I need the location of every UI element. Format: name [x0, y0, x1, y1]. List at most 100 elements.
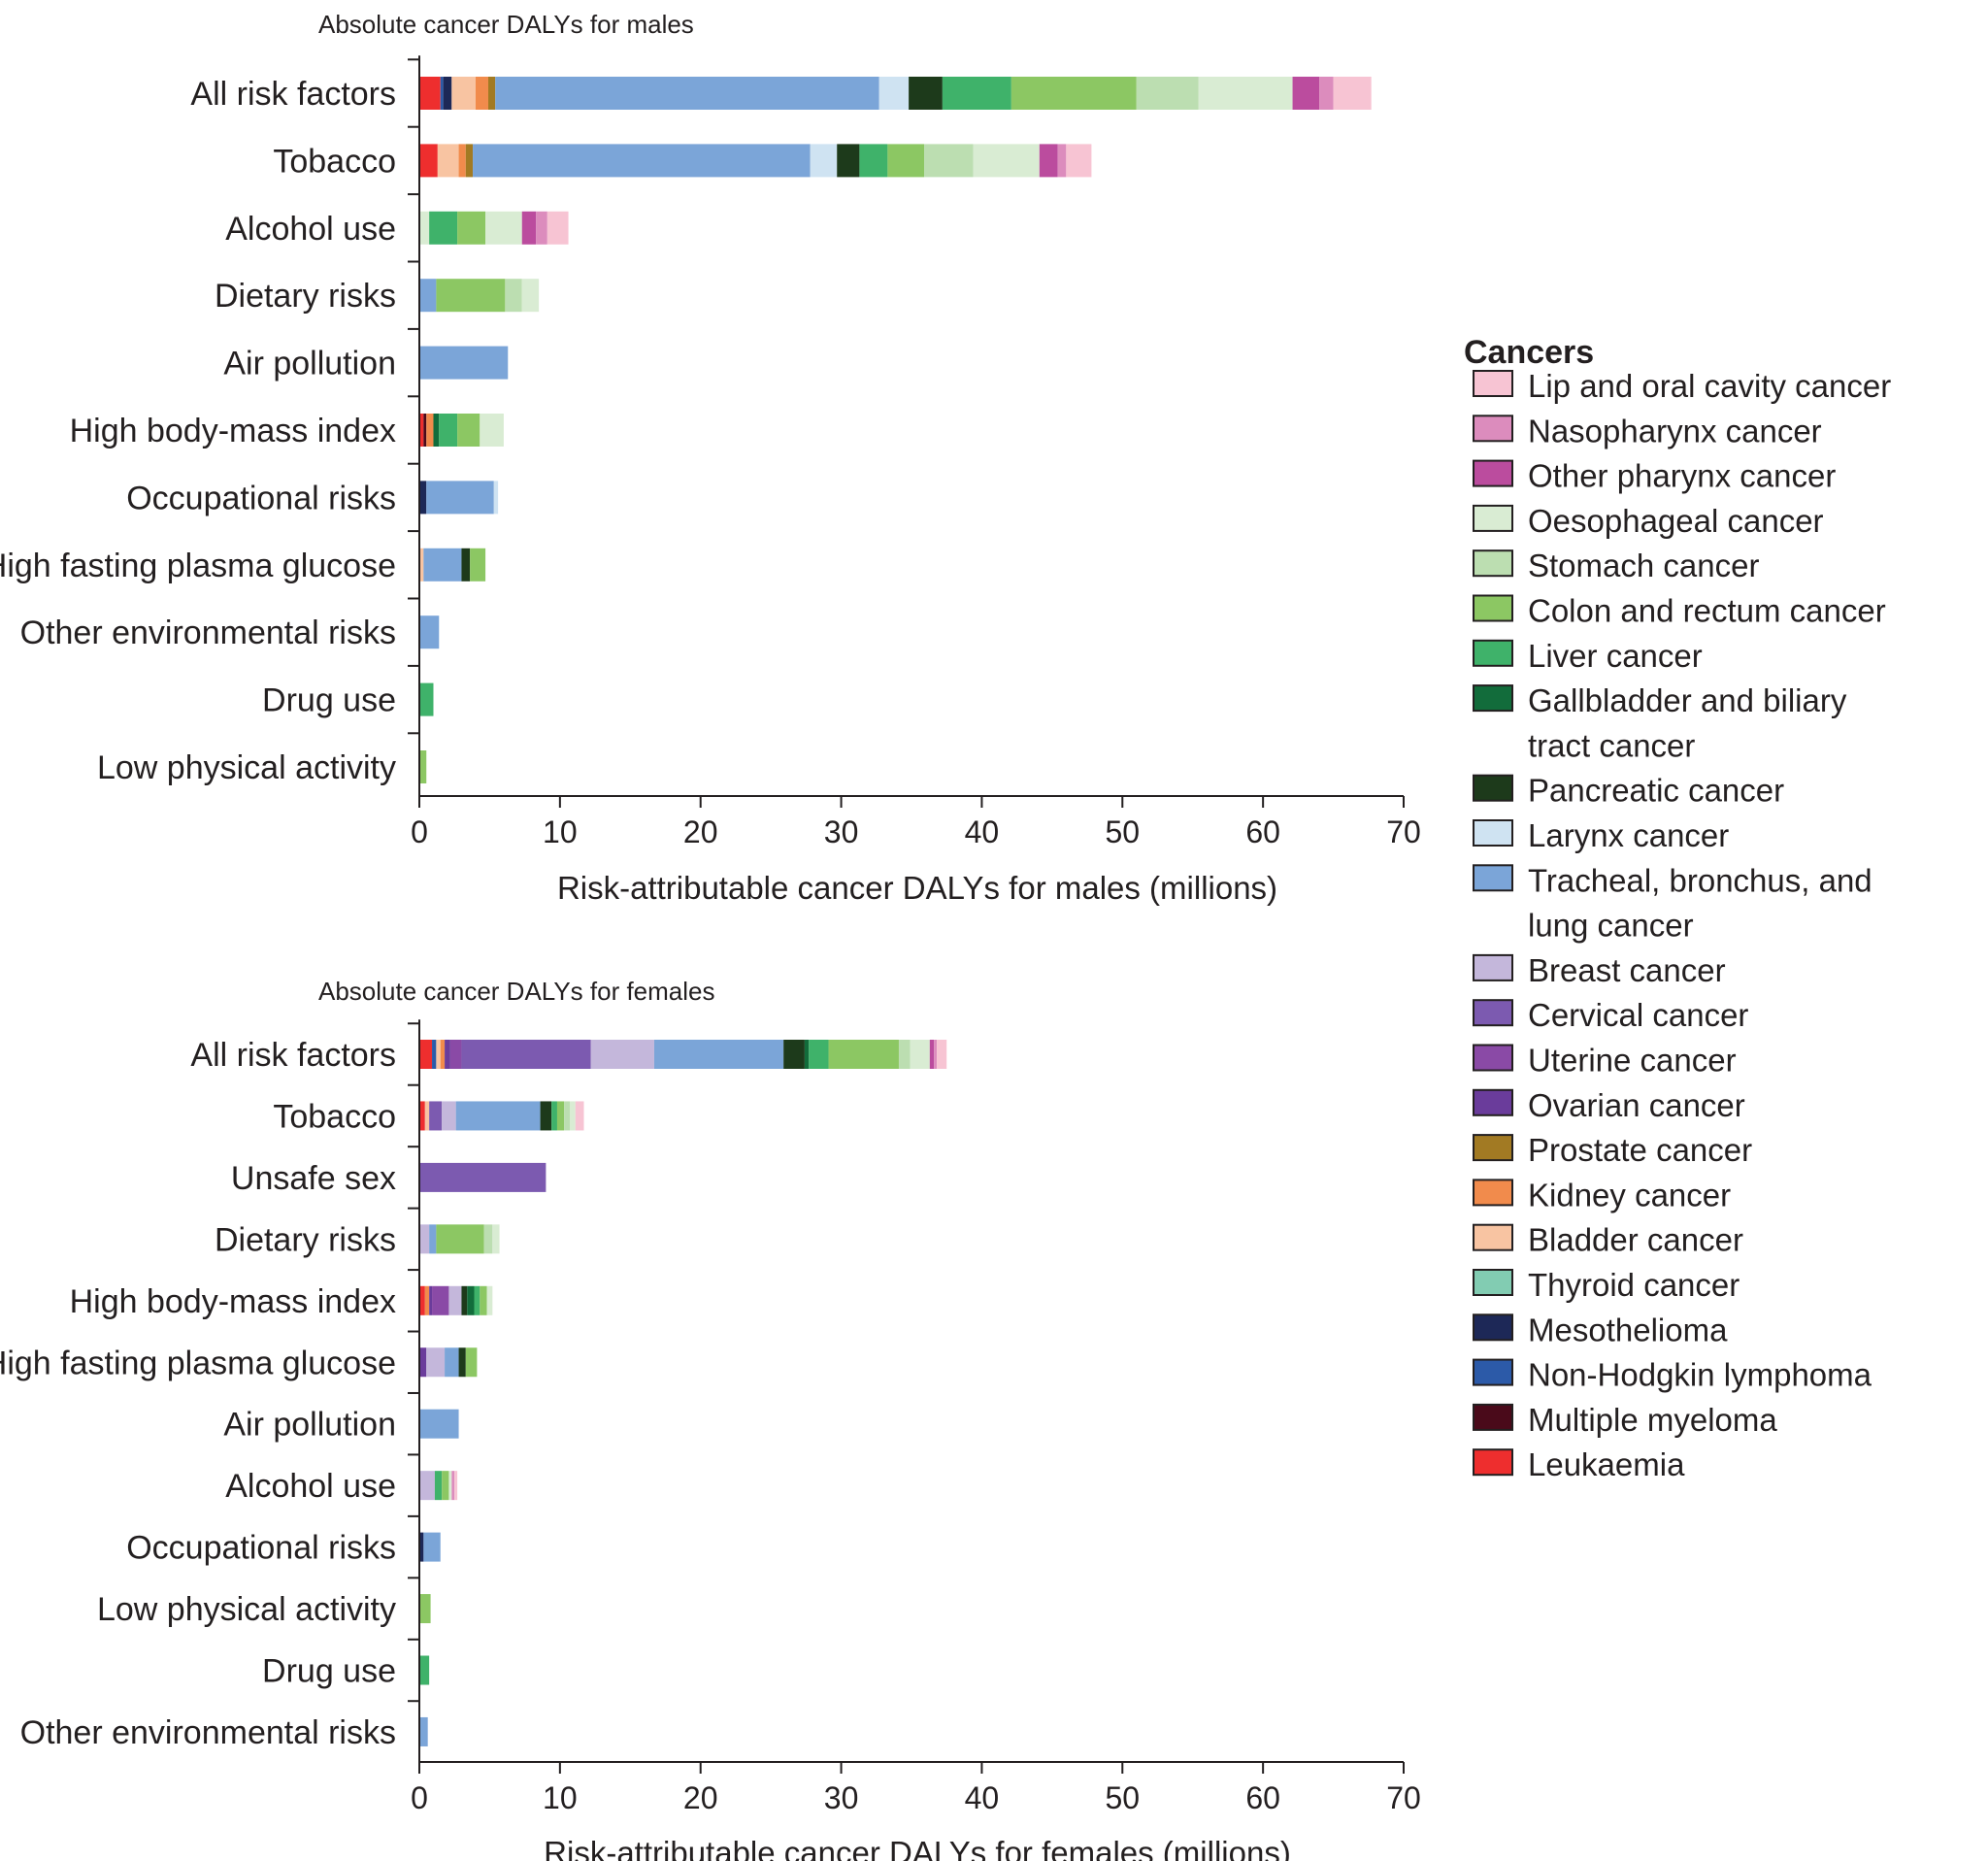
females-bar-segment-tobacco-cervical [429, 1101, 443, 1131]
males-bar-segment-alcohol-use-colon [457, 211, 486, 245]
females-category-label-high-body-mass-index: High body-mass index [70, 1283, 396, 1320]
legend-label-pharynx: Other pharynx cancer [1528, 458, 1836, 494]
legend-swatch-bladder [1473, 1223, 1513, 1251]
females-bar-segment-high-body-mass-index-breast [448, 1285, 462, 1315]
males-bar-segment-all-risk-factors-prostate [487, 77, 496, 110]
males-bar-segment-alcohol-use-oeso [485, 211, 522, 245]
females-x-tick-label: 10 [543, 1780, 578, 1815]
legend-swatch-colon [1473, 594, 1513, 622]
females-bar-segment-dietary-risks-lung [429, 1224, 437, 1254]
males-category-label-low-physical-activity: Low physical activity [97, 749, 396, 786]
females-bar-segment-high-body-mass-index-uterine [432, 1285, 449, 1315]
legend-swatch-thyroid [1473, 1269, 1513, 1296]
males-x-tick-label: 50 [1105, 814, 1140, 849]
males-x-tick-label: 10 [543, 814, 578, 849]
females-bar-segment-all-risk-factors-pharynx [929, 1040, 935, 1069]
females-bar-segment-other-environmental-risks-lung [419, 1716, 428, 1746]
males-bar-segment-all-risk-factors-pancreas [909, 77, 943, 110]
females-bar-segment-all-risk-factors-ovarian [445, 1040, 450, 1069]
legend-label-thyroid: Thyroid cancer [1528, 1267, 1740, 1303]
legend-swatch-naso [1473, 415, 1513, 443]
legend-label-nhl: Non-Hodgkin lymphoma [1528, 1357, 1872, 1393]
cancer-legend: Cancers Lip and oral cavity cancer Nasoph… [1464, 334, 1891, 1482]
females-bar-segment-all-risk-factors-uterine [449, 1040, 462, 1069]
males-bar-segment-all-risk-factors-pharynx [1292, 77, 1320, 110]
legend-swatch-nhl [1473, 1358, 1513, 1386]
legend-swatch-pharynx [1473, 459, 1513, 487]
legend-swatch-gall [1473, 684, 1513, 713]
females-x-axis-title: Risk-attributable cancer DALYs for femal… [544, 1835, 1291, 1861]
males-bar-group [419, 77, 1372, 783]
females-bar-segment-high-body-mass-index-pancreas [461, 1285, 468, 1315]
females-bar-segment-all-risk-factors-leuk [419, 1040, 433, 1069]
females-bar-segment-alcohol-use-colon [442, 1471, 449, 1501]
females-bar-segment-tobacco-colon [556, 1101, 565, 1131]
legend-swatch-lung [1473, 864, 1513, 892]
females-x-tick-label: 60 [1245, 1780, 1280, 1815]
legend-label-meso: Mesothelioma [1528, 1312, 1728, 1347]
females-bar-segment-dietary-risks-breast [419, 1224, 430, 1254]
females-bar-segment-tobacco-pancreas [540, 1101, 552, 1131]
males-bar-segment-tobacco-colon [887, 144, 925, 178]
females-bar-segment-air-pollution-lung [419, 1409, 459, 1439]
legend-swatch-breast [1473, 953, 1513, 981]
legend-label-gall: tract cancer [1528, 727, 1695, 763]
males-bar-segment-high-fasting-plasma-glucose-pancreas [461, 548, 471, 582]
males-bar-segment-high-body-mass-index-leuk [419, 414, 424, 447]
legend-label-uterine: Uterine cancer [1528, 1043, 1737, 1079]
males-bar-segment-occupational-risks-larynx [493, 481, 499, 515]
legend-label-ovarian: Ovarian cancer [1528, 1087, 1745, 1123]
females-x-tick-label: 50 [1105, 1780, 1140, 1815]
legend-swatch-cervical [1473, 999, 1513, 1027]
females-bar-segment-high-body-mass-index-kidney [424, 1285, 430, 1315]
males-bar-segment-dietary-risks-oeso [521, 279, 540, 313]
females-bar-segment-low-physical-activity-colon [419, 1594, 431, 1624]
males-bar-segment-tobacco-liver [859, 144, 888, 178]
males-bar-segment-all-risk-factors-kidney [475, 77, 488, 110]
females-bar-segment-all-risk-factors-stomach [898, 1040, 911, 1069]
females-x-tick-label: 70 [1386, 1780, 1421, 1815]
females-bar-segment-high-body-mass-index-liver [474, 1285, 480, 1315]
males-bar-segment-high-body-mass-index-kidney [426, 414, 434, 447]
legend-swatch-uterine [1473, 1044, 1513, 1072]
females-axes: 0 10 20 30 40 50 60 70 All risk factors Tobacco Un… [0, 1019, 1421, 1815]
males-bar-segment-dietary-risks-stomach [505, 279, 522, 313]
legend-swatch-leuk [1473, 1448, 1513, 1477]
males-bar-segment-all-risk-factors-liver [942, 77, 1011, 110]
males-x-tick-label: 60 [1245, 814, 1280, 849]
females-category-label-air-pollution: Air pollution [223, 1407, 396, 1444]
legend-title: Cancers [1464, 334, 1594, 371]
females-bar-segment-high-fasting-plasma-glucose-ovarian [419, 1347, 427, 1378]
females-category-label-low-physical-activity: Low physical activity [97, 1591, 396, 1628]
females-bar-segment-tobacco-liver [551, 1101, 557, 1131]
females-bar-segment-all-risk-factors-oeso [910, 1040, 930, 1069]
males-bar-segment-tobacco-kidney [458, 144, 466, 178]
males-bar-segment-alcohol-use-oeso [419, 211, 430, 245]
males-bar-segment-high-fasting-plasma-glucose-lung [423, 548, 462, 582]
legend-label-naso: Nasopharynx cancer [1528, 413, 1822, 449]
legend-label-myeloma: Multiple myeloma [1528, 1402, 1777, 1438]
males-category-label-occupational-risks: Occupational risks [126, 480, 396, 516]
legend-label-gall: Gallbladder and biliary [1528, 682, 1847, 718]
males-x-tick-label: 20 [683, 814, 718, 849]
females-bar-segment-dietary-risks-oeso [492, 1224, 500, 1254]
males-bar-segment-alcohol-use-naso [536, 211, 547, 245]
females-x-tick-label: 30 [824, 1780, 859, 1815]
females-bar-segment-tobacco-stomach [564, 1101, 570, 1131]
males-bar-segment-all-risk-factors-leuk [419, 77, 441, 110]
females-x-tick-label: 40 [965, 1780, 1000, 1815]
females-bar-segment-all-risk-factors-gall [804, 1040, 810, 1069]
males-x-axis-title: Risk-attributable cancer DALYs for males… [557, 870, 1277, 906]
females-category-label-all-risk-factors: All risk factors [190, 1037, 396, 1074]
females-category-label-tobacco: Tobacco [273, 1098, 396, 1135]
legend-label-lung: lung cancer [1528, 908, 1694, 944]
males-bar-segment-occupational-risks-lung [426, 481, 494, 515]
females-chart-title: Absolute cancer DALYs for females [318, 977, 714, 1006]
legend-swatch-stomach [1473, 549, 1513, 578]
males-bar-segment-all-risk-factors-colon [1011, 77, 1137, 110]
males-bar-segment-tobacco-larynx [810, 144, 838, 178]
males-x-tick-label: 40 [965, 814, 1000, 849]
legend-swatch-meso [1473, 1313, 1513, 1342]
legend-label-breast: Breast cancer [1528, 952, 1726, 988]
